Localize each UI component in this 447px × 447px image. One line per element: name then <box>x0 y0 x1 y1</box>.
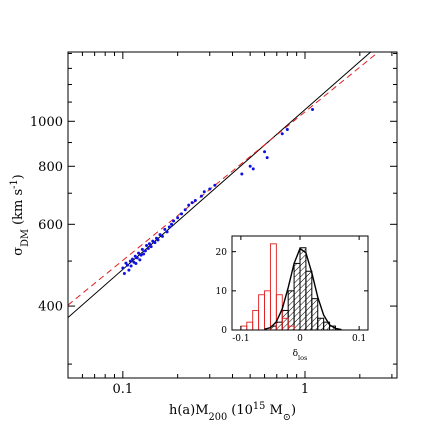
y-tick-label: 0 <box>221 326 227 336</box>
x-tick-label: 0.1 <box>112 382 133 397</box>
histogram-bar <box>317 317 325 330</box>
data-point <box>135 256 139 260</box>
inset-plot: δlos -0.1 0 0.1 0 10 20 <box>216 235 369 362</box>
axis-label-part: σ <box>11 247 26 256</box>
y-tick-label: 20 <box>216 248 228 258</box>
y-tick-label: 800 <box>38 160 63 175</box>
data-point <box>265 156 269 160</box>
data-point <box>143 249 147 253</box>
data-point <box>153 241 157 245</box>
data-point <box>280 132 284 136</box>
data-point <box>142 252 146 256</box>
axis-label-part: ⊙ <box>283 412 291 423</box>
x-tick-label: 0 <box>297 334 303 344</box>
data-point <box>251 167 255 171</box>
y-tick-label: 10 <box>216 287 228 297</box>
main-plot: h(a)M200 (1015 M⊙)σDM (km s-1)0.1 1400600… <box>9 51 398 423</box>
y-tick-label: 600 <box>38 218 63 233</box>
data-point <box>131 257 135 261</box>
histogram-bar <box>287 290 295 330</box>
data-point <box>158 233 162 237</box>
data-point <box>190 201 194 205</box>
histogram-bar <box>299 247 307 330</box>
data-point <box>180 212 184 216</box>
data-point <box>160 234 164 238</box>
x-tick-label: 0.1 <box>352 334 366 344</box>
data-point <box>311 108 315 112</box>
data-point <box>248 164 252 168</box>
data-point <box>127 268 131 272</box>
data-point <box>149 245 153 249</box>
axis-label: h(a)M200 (1015 M⊙) <box>169 401 296 423</box>
data-point <box>183 208 187 212</box>
axis-label-part: -1 <box>9 179 20 189</box>
data-point <box>187 203 191 207</box>
data-point <box>240 172 244 176</box>
data-point <box>138 258 142 262</box>
histogram-bar <box>311 298 319 330</box>
data-point <box>165 230 169 234</box>
histogram-bar <box>275 321 283 330</box>
data-area <box>68 52 380 318</box>
data-point <box>193 199 197 203</box>
data-point <box>129 264 133 268</box>
data-point <box>124 261 128 265</box>
data-point <box>208 187 212 191</box>
data-point <box>145 244 149 248</box>
axis-label-part: h(a)M <box>169 403 209 418</box>
data-point <box>285 128 289 132</box>
gaussian-fit <box>264 247 342 330</box>
axis-label: σDM (km s-1) <box>9 174 31 255</box>
axis-label-part: δ <box>293 349 298 359</box>
axis-label-part: M <box>265 403 282 418</box>
x-tick-label: -0.1 <box>232 334 249 344</box>
data-point <box>263 150 267 154</box>
histogram-bar <box>287 325 295 330</box>
data-point <box>134 262 138 266</box>
data-point <box>122 272 126 276</box>
fit-line <box>68 52 380 306</box>
axis-label-part: ) <box>291 403 296 418</box>
data-point <box>140 247 144 251</box>
data-point <box>156 238 160 242</box>
axis-label-part: DM <box>20 229 31 247</box>
axis-label-part: (10 <box>227 403 253 418</box>
histogram-bar <box>281 309 289 330</box>
data-point <box>163 227 167 231</box>
data-point <box>167 225 171 229</box>
histogram-bar <box>305 270 313 330</box>
data-point <box>128 259 132 263</box>
data-point <box>146 247 150 251</box>
axis-label-part: 15 <box>253 401 265 412</box>
x-tick-label: 1 <box>301 382 309 397</box>
data-point <box>125 263 129 267</box>
y-tick-label: 1000 <box>30 115 63 130</box>
data-point <box>133 254 137 258</box>
data-point <box>121 266 125 270</box>
histogram-bar <box>275 294 283 330</box>
histogram-bar <box>293 262 301 330</box>
axis-label-part: (km s <box>11 189 26 229</box>
data-point <box>172 219 176 223</box>
axis-label-part: los <box>298 354 307 362</box>
axis-label: δlos <box>293 349 308 362</box>
data-point <box>151 239 155 243</box>
data-point <box>169 222 173 226</box>
axis-label-part: 200 <box>209 412 228 423</box>
data-point <box>137 251 141 255</box>
histogram-bar <box>281 317 289 330</box>
data-point <box>176 216 180 220</box>
data-point <box>202 190 206 194</box>
data-point <box>213 183 217 187</box>
data-area <box>240 243 342 330</box>
axis-label-part: ) <box>11 174 26 179</box>
y-tick-label: 400 <box>38 300 63 315</box>
data-point <box>147 242 151 246</box>
data-point <box>139 253 143 257</box>
data-point <box>199 194 203 198</box>
